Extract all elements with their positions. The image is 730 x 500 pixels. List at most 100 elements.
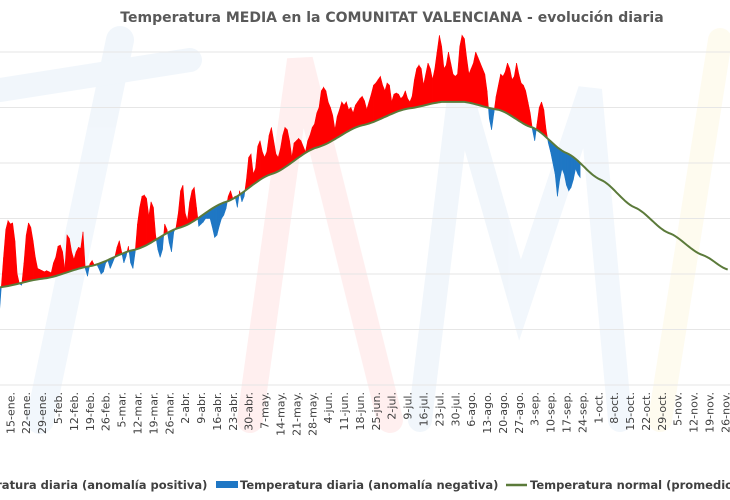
x-tick-label: 2-jul.: [386, 392, 399, 420]
x-tick-label: 25-jun.: [370, 392, 383, 430]
anomaly-positive-area: [7, 219, 11, 287]
anomaly-negative-area: [132, 249, 136, 269]
x-tick-label: 16-abr.: [211, 392, 224, 431]
anomaly-positive-area: [5, 220, 9, 287]
anomaly-positive-area: [409, 96, 413, 109]
anomaly-positive-area: [445, 51, 449, 103]
anomaly-positive-area: [443, 64, 447, 103]
anomaly-positive-area: [357, 97, 361, 128]
x-tick-label: 10-sep.: [545, 392, 558, 433]
x-tick-label: 4-jun.: [322, 392, 335, 423]
anomaly-positive-area: [37, 267, 41, 280]
anomaly-positive-area: [178, 190, 181, 229]
anomaly-positive-area: [116, 240, 120, 257]
anomaly-positive-area: [423, 74, 427, 106]
anomaly-negative-area: [212, 206, 215, 238]
anomaly-positive-area: [271, 127, 274, 175]
anomaly-positive-area: [323, 86, 327, 146]
anomaly-positive-area: [39, 269, 43, 280]
anomaly-positive-area: [416, 64, 420, 108]
anomaly-positive-area: [135, 224, 138, 250]
anomaly-positive-area: [364, 100, 368, 126]
anomaly-positive-area: [330, 107, 333, 143]
anomaly-positive-area: [386, 82, 390, 117]
anomaly-positive-area: [175, 212, 179, 230]
anomaly-positive-area: [348, 106, 352, 132]
anomaly-negative-area: [209, 207, 213, 228]
anomaly-positive-area: [425, 63, 429, 106]
normal-line: [0, 100, 729, 289]
anomaly-positive-area: [139, 196, 143, 249]
anomaly-positive-area: [466, 57, 470, 104]
anomaly-positive-area: [14, 240, 18, 285]
anomaly-positive-area: [459, 35, 463, 103]
x-tick-label: 23-jul.: [433, 392, 446, 427]
anomaly-positive-area: [311, 123, 315, 150]
anomaly-positive-area: [282, 127, 286, 170]
x-tick-label: 20-ago.: [497, 392, 510, 434]
anomaly-negative-area: [0, 286, 2, 309]
x-tick-label: 2-abr.: [179, 392, 192, 424]
x-tick-label: 5-mar.: [116, 392, 129, 427]
anomaly-positive-area: [464, 38, 467, 103]
legend-item-normal: Temperatura normal (promedio: [506, 478, 730, 492]
anomaly-positive-area: [393, 92, 397, 114]
anomaly-positive-area: [259, 140, 263, 181]
anomaly-positive-area: [298, 137, 302, 159]
anomaly-positive-area: [57, 244, 61, 276]
anomaly-positive-area: [482, 68, 486, 108]
x-tick-label: 18-jun.: [354, 392, 367, 430]
anomaly-positive-area: [341, 100, 345, 136]
x-tick-label: 12-feb.: [68, 392, 81, 431]
anomaly-positive-area: [141, 194, 145, 248]
anomaly-positive-area: [143, 194, 147, 247]
anomaly-positive-area: [332, 115, 336, 141]
anomaly-positive-area: [352, 105, 356, 130]
legend-swatch-negative: [216, 481, 238, 488]
normal-temperature-line: [0, 100, 729, 289]
anomaly-positive-area: [119, 240, 122, 256]
anomaly-positive-area: [477, 57, 481, 106]
anomaly-positive-area: [389, 85, 393, 116]
anomaly-positive-area: [429, 68, 433, 105]
anomaly-positive-area: [382, 85, 386, 119]
anomaly-positive-area: [361, 96, 365, 126]
anomaly-positive-area: [296, 137, 299, 160]
anomaly-positive-area: [450, 63, 454, 103]
anomaly-negative-area: [84, 266, 88, 277]
x-tick-label: 28-may.: [306, 392, 319, 436]
anomaly-negative-area: [216, 204, 220, 236]
anomaly-positive-area: [507, 62, 511, 116]
anomaly-positive-area: [461, 34, 465, 103]
x-tick-label: 22-ene.: [20, 392, 33, 434]
anomaly-positive-area: [434, 51, 438, 104]
anomaly-positive-area: [543, 109, 547, 138]
anomaly-positive-area: [368, 94, 372, 124]
anomaly-positive-area: [55, 246, 59, 277]
anomaly-positive-area: [346, 101, 349, 133]
anomaly-positive-area: [500, 73, 504, 112]
x-tick-label: 1-oct.: [592, 392, 605, 424]
anomaly-positive-area: [541, 101, 545, 136]
anomaly-positive-area: [523, 85, 526, 126]
anomaly-positive-area: [248, 153, 252, 189]
anomaly-positive-area: [473, 51, 477, 105]
anomaly-positive-area: [486, 90, 489, 109]
anomaly-positive-area: [518, 74, 522, 123]
anomaly-negative-area: [214, 205, 218, 239]
anomaly-positive-area: [414, 68, 417, 108]
anomaly-positive-area: [180, 185, 184, 228]
anomaly-positive-area: [53, 257, 57, 277]
anomaly-positive-area: [321, 86, 324, 147]
x-tick-label: 26-feb.: [100, 392, 113, 431]
anomaly-positive-area: [0, 257, 4, 288]
anomaly-positive-area: [436, 35, 440, 103]
x-tick-label: 11-jun.: [338, 392, 351, 430]
anomaly-negative-area: [171, 229, 175, 252]
anomaly-positive-area: [268, 127, 272, 176]
anomaly-positive-area: [513, 63, 517, 120]
anomaly-positive-area: [427, 62, 431, 105]
anomaly-positive-area: [375, 78, 379, 122]
anomaly-positive-area: [262, 151, 265, 179]
anomaly-positive-area: [432, 68, 436, 104]
